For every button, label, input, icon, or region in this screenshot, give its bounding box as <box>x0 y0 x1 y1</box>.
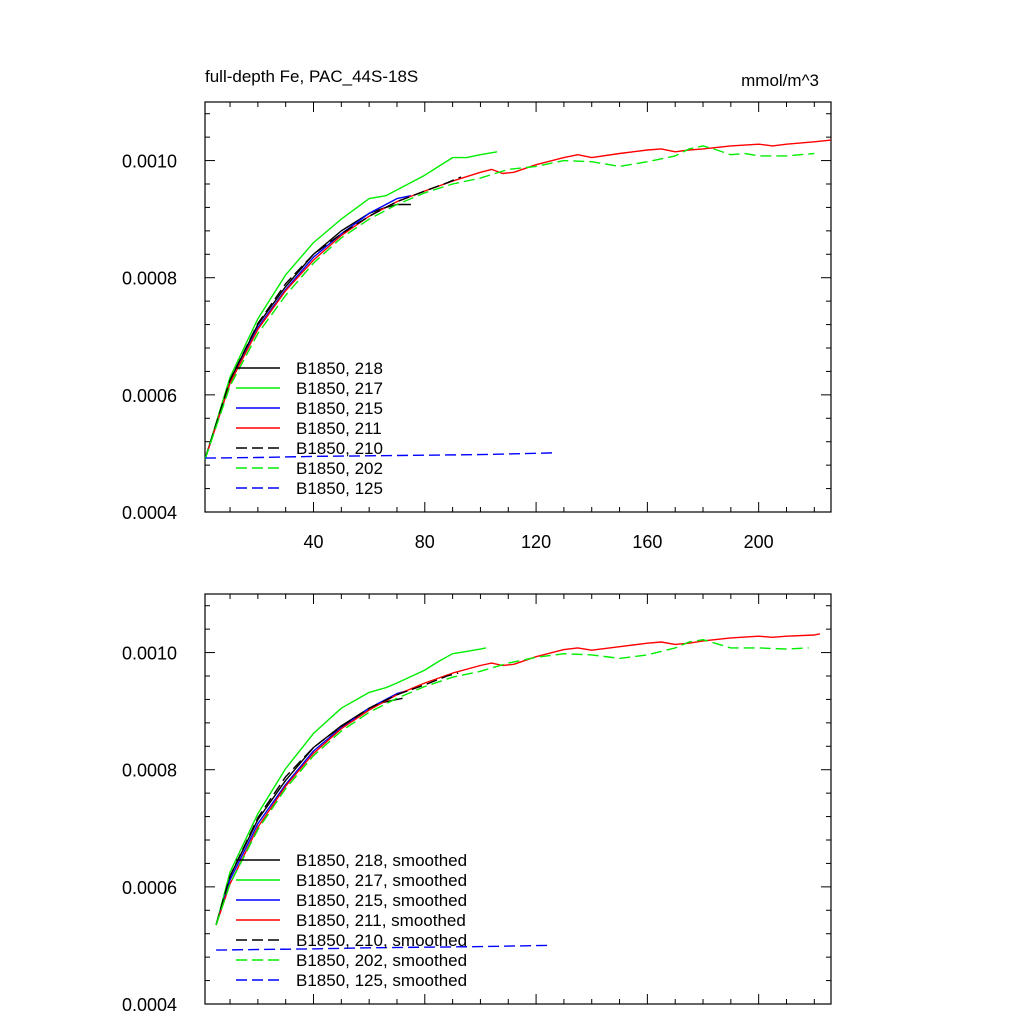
y-tick-label: 0.0008 <box>122 761 177 781</box>
series-line <box>215 647 487 926</box>
y-tick-label: 0.0010 <box>122 152 177 172</box>
x-tick-label: 40 <box>303 532 323 552</box>
legend-label: B1850, 202 <box>296 459 383 478</box>
legend-label: B1850, 211 <box>296 419 382 438</box>
plot-frame <box>204 593 832 1005</box>
top-chart-panel: 0.0004 0.0006 0.0008 0.0010 40 80 120 160 200 B18… <box>122 101 832 552</box>
legend-label: B1850, 215 <box>296 399 383 418</box>
x-tick-label: 160 <box>632 532 662 552</box>
legend-label: B1850, 217 <box>296 379 383 398</box>
x-tick-label: 200 <box>744 532 774 552</box>
series-line <box>204 151 498 460</box>
plot-frame <box>204 101 832 513</box>
figure-title: full-depth Fe, PAC_44S-18S <box>205 67 418 86</box>
y-tick-label: 0.0010 <box>122 644 177 664</box>
y-tick-label: 0.0008 <box>122 269 177 289</box>
legend-label: B1850, 202, smoothed <box>296 951 467 970</box>
series-line <box>204 139 832 460</box>
series-line <box>215 639 809 926</box>
units-label: mmol/m^3 <box>741 71 819 90</box>
legend-label: B1850, 217, smoothed <box>296 871 467 890</box>
series-line <box>215 633 821 926</box>
series-line <box>216 944 548 951</box>
series-line <box>204 452 556 459</box>
y-tick-label: 0.0006 <box>122 386 177 406</box>
legend-label: B1850, 125 <box>296 479 383 498</box>
legend-label: B1850, 218, smoothed <box>296 851 467 870</box>
y-tick-label: 0.0004 <box>122 995 177 1015</box>
legend-label: B1850, 210, smoothed <box>296 931 467 950</box>
y-tick-label: 0.0004 <box>122 503 177 523</box>
legend-label: B1850, 210 <box>296 439 383 458</box>
legend-label: B1850, 215, smoothed <box>296 891 467 910</box>
x-tick-label: 80 <box>415 532 435 552</box>
legend-label: B1850, 125, smoothed <box>296 971 467 990</box>
bottom-chart-panel: 0.0004 0.0006 0.0008 0.0010 B1850, 218, smoo… <box>122 593 832 1015</box>
y-tick-label: 0.0006 <box>122 878 177 898</box>
legend-label: B1850, 211, smoothed <box>296 911 466 930</box>
x-tick-label: 120 <box>521 532 551 552</box>
legend-label: B1850, 218 <box>296 359 383 378</box>
series-line <box>215 672 459 926</box>
series-line <box>204 176 462 460</box>
series-line <box>204 145 815 460</box>
